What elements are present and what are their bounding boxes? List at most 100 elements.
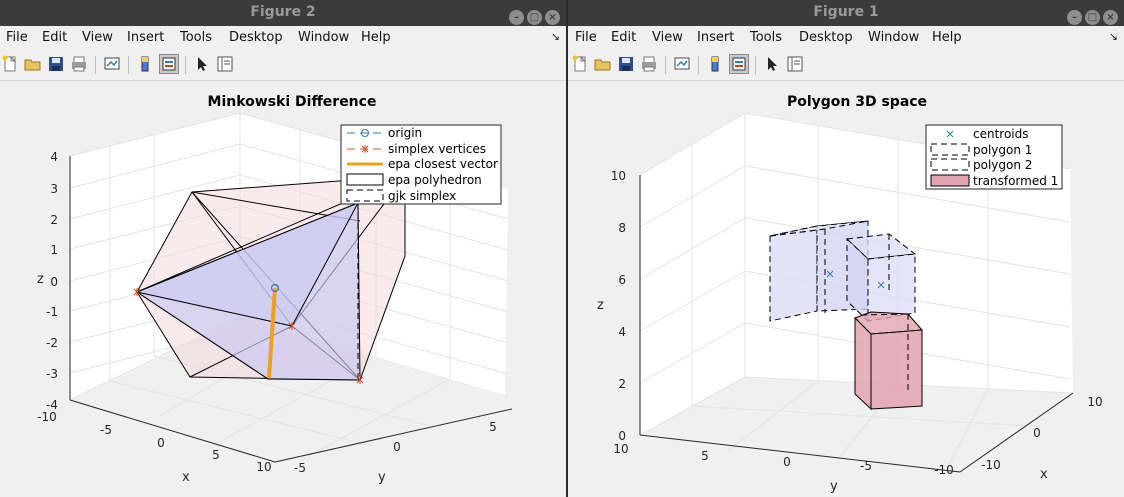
z-tick: 3: [50, 182, 58, 196]
edit-plot-cursor-icon[interactable]: [193, 55, 211, 73]
axis-lines: [639, 175, 1074, 473]
x-axis-label: x: [182, 470, 190, 485]
z-tick: 10: [611, 169, 626, 183]
menu-insert[interactable]: Insert: [697, 30, 735, 45]
legend-origin: origin: [388, 126, 422, 140]
menu-help[interactable]: Help: [361, 30, 391, 45]
menu-edit[interactable]: Edit: [42, 30, 68, 45]
property-inspector-icon[interactable]: [786, 55, 804, 73]
x-tick: -10: [981, 458, 1001, 472]
x-tick-labels: 10 0 -10: [981, 395, 1102, 472]
menu-file[interactable]: File: [6, 30, 28, 45]
menu-window[interactable]: Window: [298, 30, 350, 45]
y-tick-labels: -5 0 5: [294, 420, 497, 475]
print-icon[interactable]: [70, 55, 88, 73]
legend[interactable]: centroids polygon 1 polygon 2 transforme…: [925, 124, 1063, 190]
simplex-vertex-markers: [133, 288, 364, 384]
legend-centroid-marker: [946, 130, 954, 138]
toolbar-separator: [665, 56, 666, 74]
z-tick: 1: [50, 243, 58, 257]
legend-simplex-marker: [361, 145, 369, 153]
menu-edit[interactable]: Edit: [611, 30, 637, 45]
menu-view[interactable]: View: [82, 30, 113, 45]
menu-help[interactable]: Help: [932, 30, 962, 45]
open-file-icon[interactable]: [24, 55, 42, 73]
maximize-icon[interactable]: □: [527, 10, 542, 25]
window-title: Figure 2: [250, 4, 316, 20]
z-tick: -3: [46, 367, 58, 381]
toolbar-separator: [128, 56, 129, 74]
legend-epa-closest-vector: epa closest vector: [388, 157, 498, 171]
menu-insert[interactable]: Insert: [127, 30, 165, 45]
epa-closest-vector: [267, 287, 277, 379]
x-tick: -5: [100, 423, 112, 437]
figure-toolbar: [0, 50, 566, 81]
title-bar[interactable]: Figure 1 – □ ×: [568, 0, 1124, 26]
toolbar-separator: [95, 56, 96, 74]
menu-desktop[interactable]: Desktop: [229, 30, 283, 45]
z-tick: -1: [46, 305, 58, 319]
property-inspector-icon[interactable]: [216, 55, 234, 73]
colorbar-icon[interactable]: [136, 55, 154, 73]
y-tick: 0: [783, 455, 791, 469]
edit-plot-cursor-icon[interactable]: [763, 55, 781, 73]
z-tick: 0: [50, 275, 58, 289]
legend-icon[interactable]: [729, 54, 749, 74]
title-bar[interactable]: Figure 2 – □ ×: [0, 0, 566, 26]
z-tick: 6: [618, 273, 626, 287]
window-title: Figure 1: [813, 4, 879, 20]
legend-icon[interactable]: [159, 54, 179, 74]
polygon-3d-plot[interactable]: Polygon 3D space 10 8 6 4 2 0 z 10 5 0 -…: [568, 81, 1124, 497]
new-figure-icon[interactable]: [1, 55, 19, 73]
save-icon[interactable]: [617, 55, 635, 73]
z-tick: -2: [46, 336, 58, 350]
transformed-1: [854, 311, 924, 411]
legend-origin-marker: [361, 129, 369, 137]
z-tick: 0: [618, 429, 626, 443]
menu-expand-icon[interactable]: ↘: [1108, 30, 1118, 43]
x-tick-labels: -10 -5 0 5 10: [37, 410, 271, 474]
new-figure-icon[interactable]: [571, 55, 589, 73]
y-tick: 5: [701, 449, 709, 463]
close-icon[interactable]: ×: [545, 10, 560, 25]
x-tick: 10: [256, 460, 271, 474]
legend-epa-polyhedron: epa polyhedron: [388, 173, 482, 187]
save-icon[interactable]: [47, 55, 65, 73]
menu-window[interactable]: Window: [868, 30, 920, 45]
legend[interactable]: origin simplex vertices epa closest vect…: [340, 124, 502, 205]
print-icon[interactable]: [640, 55, 658, 73]
menu-desktop[interactable]: Desktop: [799, 30, 853, 45]
minimize-icon[interactable]: –: [509, 10, 524, 25]
polygon-2: [845, 233, 917, 323]
x-tick: 10: [1087, 395, 1102, 409]
menu-tools[interactable]: Tools: [750, 30, 783, 45]
menu-expand-icon[interactable]: ↘: [550, 30, 560, 43]
legend-centroids: centroids: [973, 127, 1029, 141]
menu-tools[interactable]: Tools: [180, 30, 213, 45]
z-tick: 4: [50, 150, 58, 164]
maximize-icon[interactable]: □: [1085, 10, 1100, 25]
legend-simplex-vertices: simplex vertices: [388, 142, 486, 156]
legend-polygon-2: polygon 2: [973, 158, 1032, 172]
close-icon[interactable]: ×: [1103, 10, 1118, 25]
link-plot-icon[interactable]: [673, 55, 691, 73]
axes-area: Polygon 3D space 10 8 6 4 2 0 z 10 5 0 -…: [568, 81, 1124, 497]
x-tick: -10: [37, 410, 57, 424]
open-file-icon[interactable]: [594, 55, 612, 73]
y-tick: 10: [613, 442, 628, 456]
z-tick-labels: 10 8 6 4 2 0: [611, 169, 626, 443]
legend-transformed-1: transformed 1: [973, 174, 1058, 188]
axis-lines: [69, 156, 513, 463]
menu-file[interactable]: File: [575, 30, 597, 45]
x-tick: 0: [1033, 426, 1041, 440]
minimize-icon[interactable]: –: [1067, 10, 1082, 25]
menu-view[interactable]: View: [652, 30, 683, 45]
axes-title: Minkowski Difference: [208, 94, 377, 110]
figure-2-window: Figure 2 – □ × File Edit View Insert Tools…: [0, 0, 566, 497]
minkowski-plot[interactable]: Minkowski Difference 4 3 2 1 0 -1 -2 -3 …: [0, 81, 566, 497]
y-axis-label: y: [378, 470, 386, 485]
colorbar-icon[interactable]: [706, 55, 724, 73]
link-plot-icon[interactable]: [103, 55, 121, 73]
y-tick: -5: [860, 459, 872, 473]
figure-1-window: Figure 1 – □ × File Edit View Insert Tools…: [568, 0, 1124, 497]
